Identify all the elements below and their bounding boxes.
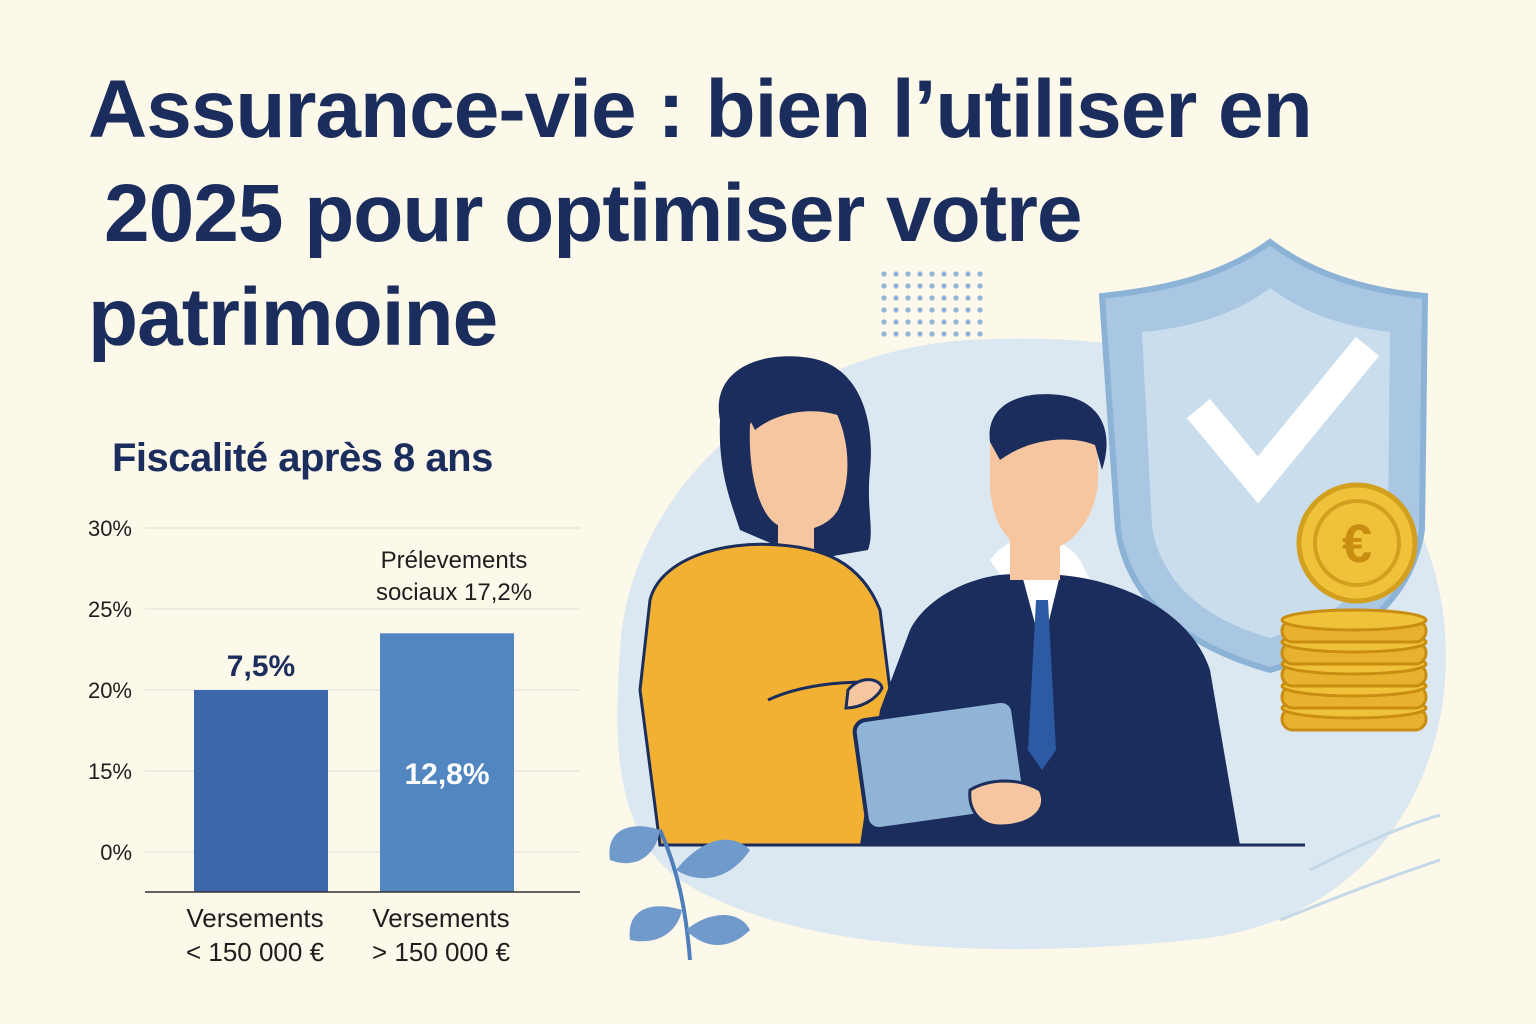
bar-value-label: 12,8% <box>404 758 489 791</box>
y-tick-label: 20% <box>88 678 132 703</box>
y-tick-label: 0% <box>100 840 132 865</box>
coin-stack-icon: € <box>1280 482 1428 732</box>
chart-labels: 7,5% Versements < 150 000 € 12,8% Versements… <box>186 547 532 967</box>
y-axis-ticks: 30% 25% 20% 15% 0% <box>88 516 132 865</box>
x-category-label: Versements <box>186 903 323 933</box>
y-tick-label: 30% <box>88 516 132 541</box>
check-icon <box>1186 336 1380 504</box>
woman-figure <box>638 356 892 847</box>
x-category-label: < 150 000 € <box>186 937 325 967</box>
chart-bars <box>194 633 514 892</box>
title-line-3: patrimoine <box>88 272 498 363</box>
annotation-label: Prélevements <box>381 547 528 574</box>
y-tick-label: 15% <box>88 759 132 784</box>
tablet-icon <box>852 698 1044 832</box>
x-category-label: > 150 000 € <box>372 937 511 967</box>
title-line-1: Assurance-vie : bien l’utiliser en <box>88 64 1313 155</box>
page-title: Assurance-vie : bien l’utiliser en 2025 … <box>88 58 1468 370</box>
decor-line <box>1279 858 1441 922</box>
title-line-2: 2025 pour optimiser votre <box>104 168 1083 259</box>
euro-icon: € <box>1342 514 1372 574</box>
x-category-label: Versements <box>372 903 509 933</box>
decor-line <box>1309 813 1441 872</box>
y-tick-label: 25% <box>88 597 132 622</box>
bar-2 <box>380 633 514 892</box>
leaf-decoration <box>609 826 750 961</box>
annotation-label: sociaux 17,2% <box>376 579 532 606</box>
bar-1 <box>194 690 328 892</box>
chart-title: Fiscalité après 8 ans <box>112 436 493 480</box>
advisor-illustration: € <box>609 238 1446 961</box>
decor-dots <box>881 271 983 337</box>
tie <box>1028 600 1056 770</box>
bar-value-label: 7,5% <box>227 650 295 683</box>
tax-bar-chart: 30% 25% 20% 15% 0% 7,5% Versements < 150 000 €… <box>88 516 580 967</box>
